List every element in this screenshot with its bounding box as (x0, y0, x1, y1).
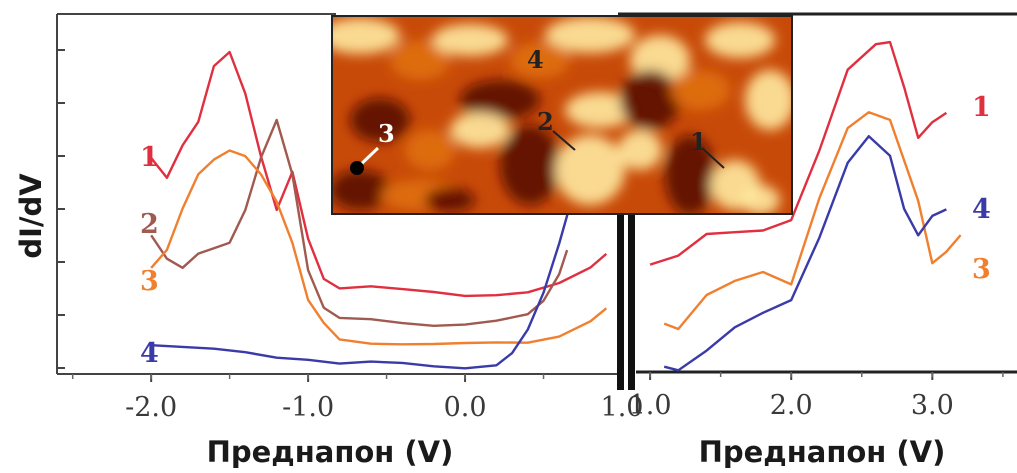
inset-texture-blob (405, 130, 455, 170)
inset-texture-blob (350, 98, 410, 142)
y-axis-title: dI/dV (14, 173, 48, 259)
left-x-axis-title: Преднапон (V) (207, 435, 454, 469)
right-series-4-line (663, 135, 947, 372)
right-x-axis-title: Преднапон (V) (699, 435, 946, 469)
inset-pointer-1 (701, 147, 725, 169)
left-series-3-line (150, 149, 608, 346)
left-curve-label-2: 2 (140, 209, 159, 240)
inset-texture-blob (450, 112, 510, 148)
inset-texture-blob (670, 70, 730, 110)
inset-texture-blob (705, 22, 775, 58)
left-y-ticks (57, 49, 65, 369)
left-series-group (150, 32, 608, 370)
inset-texture-blob (618, 130, 662, 170)
inset-texture-blob (620, 70, 680, 130)
inset-texture-blob (545, 17, 635, 53)
right-curve-label-3: 3 (972, 254, 991, 285)
right-curve-label-4: 4 (972, 194, 991, 225)
right-x-tick-label: 1.0 (629, 390, 672, 421)
left-x-tick-label: -2.0 (125, 392, 177, 423)
inset-texture-blob (332, 170, 390, 210)
left-x-tick-label: -1.0 (282, 392, 334, 423)
left-curve-label-1: 1 (140, 142, 159, 173)
inset-texture-blob (332, 18, 400, 54)
right-series-group (649, 40, 962, 372)
inset-pointer-2 (552, 130, 576, 151)
stm-inset-image: 4 2 3 1 (331, 15, 793, 215)
inset-texture-blob (390, 40, 450, 80)
left-series-4-line (151, 32, 608, 370)
right-series-1-line (649, 40, 948, 266)
left-series-2-line (150, 118, 569, 327)
right-x-tick-label: 2.0 (770, 390, 813, 421)
inset-texture-blob (740, 185, 780, 214)
left-series-1-line (150, 50, 608, 298)
right-x-tick-label: 3.0 (911, 390, 954, 421)
inset-label-4: 4 (527, 45, 544, 74)
inset-texture-blob (555, 135, 625, 205)
left-curve-label-4: 4 (140, 338, 159, 369)
inset-label-1: 1 (690, 127, 707, 156)
inset-texture-blob (565, 92, 635, 128)
left-x-tick-label: 1.0 (601, 392, 644, 423)
right-plot-frame (618, 12, 1017, 374)
inset-marker-3 (350, 161, 364, 175)
right-x-ticks: 1.0 2.0 3.0 (629, 372, 1004, 421)
inset-texture-blob (460, 80, 540, 120)
left-curve-label-3: 3 (140, 266, 159, 297)
inset-texture-blob (432, 24, 508, 56)
right-series-3-line (663, 111, 962, 331)
left-x-tick-label: 0.0 (444, 392, 487, 423)
inset-label-2: 2 (537, 107, 554, 136)
inset-label-3: 3 (378, 119, 395, 148)
panel-divider-right (628, 210, 635, 390)
panel-divider-left (617, 210, 624, 390)
inset-texture-blob (500, 125, 560, 205)
right-curve-label-1: 1 (972, 92, 991, 123)
inset-texture-blob (510, 42, 570, 78)
left-x-ticks: -2.0 -1.0 0.0 1.0 (71, 374, 644, 423)
inset-texture-blob (665, 135, 715, 214)
inset-texture-blob (425, 188, 475, 212)
inset-texture-blob (745, 70, 792, 130)
